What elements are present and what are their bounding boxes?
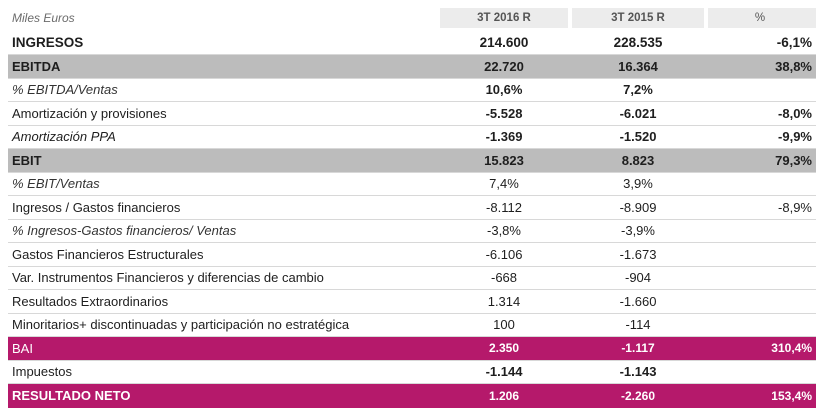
row-percent: 153,4%: [771, 388, 812, 403]
row-bai: BAI 2.350 -1.117 310,4%: [8, 337, 816, 361]
row-value-2015: 228.535: [613, 34, 663, 50]
row-ingresos: INGRESOS 214.600 228.535 -6,1%: [8, 30, 816, 55]
row-value-2015: -904: [624, 270, 652, 286]
header-col-percent: %: [708, 8, 816, 28]
row-value-2016: 100: [493, 317, 515, 333]
row-label: RESULTADO NETO: [12, 388, 131, 404]
row-instrumentos-financieros: Var. Instrumentos Financieros y diferenc…: [8, 267, 816, 290]
row-ebit-ratio: % EBIT/Ventas 7,4% 3,9%: [8, 173, 816, 196]
row-value-2016: -3,8%: [487, 223, 521, 239]
row-label: % EBIT/Ventas: [12, 176, 100, 192]
row-label: Impuestos: [12, 364, 72, 380]
row-value-2015: -8.909: [619, 199, 657, 215]
row-label: Resultados Extraordinarios: [12, 293, 169, 309]
row-label: Gastos Financieros Estructurales: [12, 246, 204, 262]
row-value-2015: -1.673: [619, 246, 657, 262]
row-label: % EBITDA/Ventas: [12, 82, 118, 98]
header-col-2016: 3T 2016 R: [440, 8, 568, 28]
row-amortizacion: Amortización y provisiones -5.528 -6.021…: [8, 102, 816, 126]
row-minoritarios: Minoritarios+ discontinuadas y participa…: [8, 314, 816, 337]
row-value-2016: -668: [490, 270, 518, 286]
row-value-2016: -6.106: [485, 246, 523, 262]
row-label: Minoritarios+ discontinuadas y participa…: [12, 317, 350, 333]
row-value-2016: 1.314: [487, 293, 521, 309]
row-impuestos: Impuestos -1.144 -1.143: [8, 361, 816, 384]
row-financieros-ratio: % Ingresos-Gastos financieros/ Ventas -3…: [8, 220, 816, 243]
income-statement-table: Miles Euros 3T 2016 R 3T 2015 R % INGRES…: [8, 6, 816, 408]
row-gastos-estructurales: Gastos Financieros Estructurales -6.106 …: [8, 243, 816, 267]
row-amortizacion-ppa: Amortización PPA -1.369 -1.520 -9,9%: [8, 126, 816, 149]
row-value-2016: -1.144: [485, 364, 523, 380]
row-value-2016: -1.369: [485, 129, 523, 145]
row-value-2015: -1.520: [619, 129, 657, 145]
row-label: BAI: [12, 340, 33, 356]
row-value-2015: -114: [625, 317, 651, 333]
row-ebitda: EBITDA 22.720 16.364 38,8%: [8, 55, 816, 79]
row-label: EBIT: [12, 152, 42, 168]
header-units-label: Miles Euros: [12, 11, 75, 25]
row-value-2016: 7,4%: [489, 176, 519, 192]
row-percent: -8,0%: [778, 105, 812, 121]
row-label: Ingresos / Gastos financieros: [12, 199, 181, 215]
row-label: Var. Instrumentos Financieros y diferenc…: [12, 270, 324, 286]
row-value-2015: -1.117: [621, 341, 655, 356]
row-label: INGRESOS: [12, 34, 84, 50]
row-value-2016: -8.112: [486, 199, 522, 215]
row-ebitda-ratio: % EBITDA/Ventas 10,6% 7,2%: [8, 79, 816, 102]
row-value-2016: 2.350: [488, 341, 520, 356]
row-resultado-neto: RESULTADO NETO 1.206 -2.260 153,4%: [8, 384, 816, 408]
row-value-2015: 16.364: [618, 58, 658, 74]
row-percent: -6,1%: [776, 34, 812, 50]
row-value-2015: -1.143: [619, 364, 657, 380]
row-value-2016: 22.720: [484, 58, 524, 74]
row-value-2015: 7,2%: [623, 82, 653, 98]
row-label: % Ingresos-Gastos financieros/ Ventas: [12, 223, 237, 239]
row-value-2016: 15.823: [484, 152, 524, 168]
row-ebit: EBIT 15.823 8.823 79,3%: [8, 149, 816, 173]
row-percent: 310,4%: [771, 341, 812, 356]
row-value-2015: 3,9%: [623, 176, 653, 192]
row-value-2016: -5.528: [485, 105, 523, 121]
row-value-2015: -2.260: [620, 388, 656, 403]
row-percent: -8,9%: [778, 199, 812, 215]
row-value-2016: 1.206: [488, 388, 520, 403]
row-extraordinarios: Resultados Extraordinarios 1.314 -1.660: [8, 290, 816, 314]
row-ingresos-gastos-financieros: Ingresos / Gastos financieros -8.112 -8.…: [8, 196, 816, 220]
row-percent: -9,9%: [778, 129, 812, 145]
row-value-2015: -3,9%: [621, 223, 655, 239]
table-header: Miles Euros 3T 2016 R 3T 2015 R %: [8, 6, 816, 30]
row-value-2015: 8.823: [621, 152, 655, 168]
row-value-2016: 214.600: [479, 34, 529, 50]
header-col-2015: 3T 2015 R: [572, 8, 704, 28]
row-value-2015: -1.660: [619, 293, 657, 309]
row-percent: 79,3%: [775, 152, 812, 168]
row-label: Amortización y provisiones: [12, 105, 167, 121]
row-value-2016: 10,6%: [485, 82, 523, 98]
row-value-2015: -6.021: [619, 105, 657, 121]
row-label: Amortización PPA: [12, 129, 116, 145]
row-percent: 38,8%: [775, 58, 812, 74]
row-label: EBITDA: [12, 58, 61, 74]
